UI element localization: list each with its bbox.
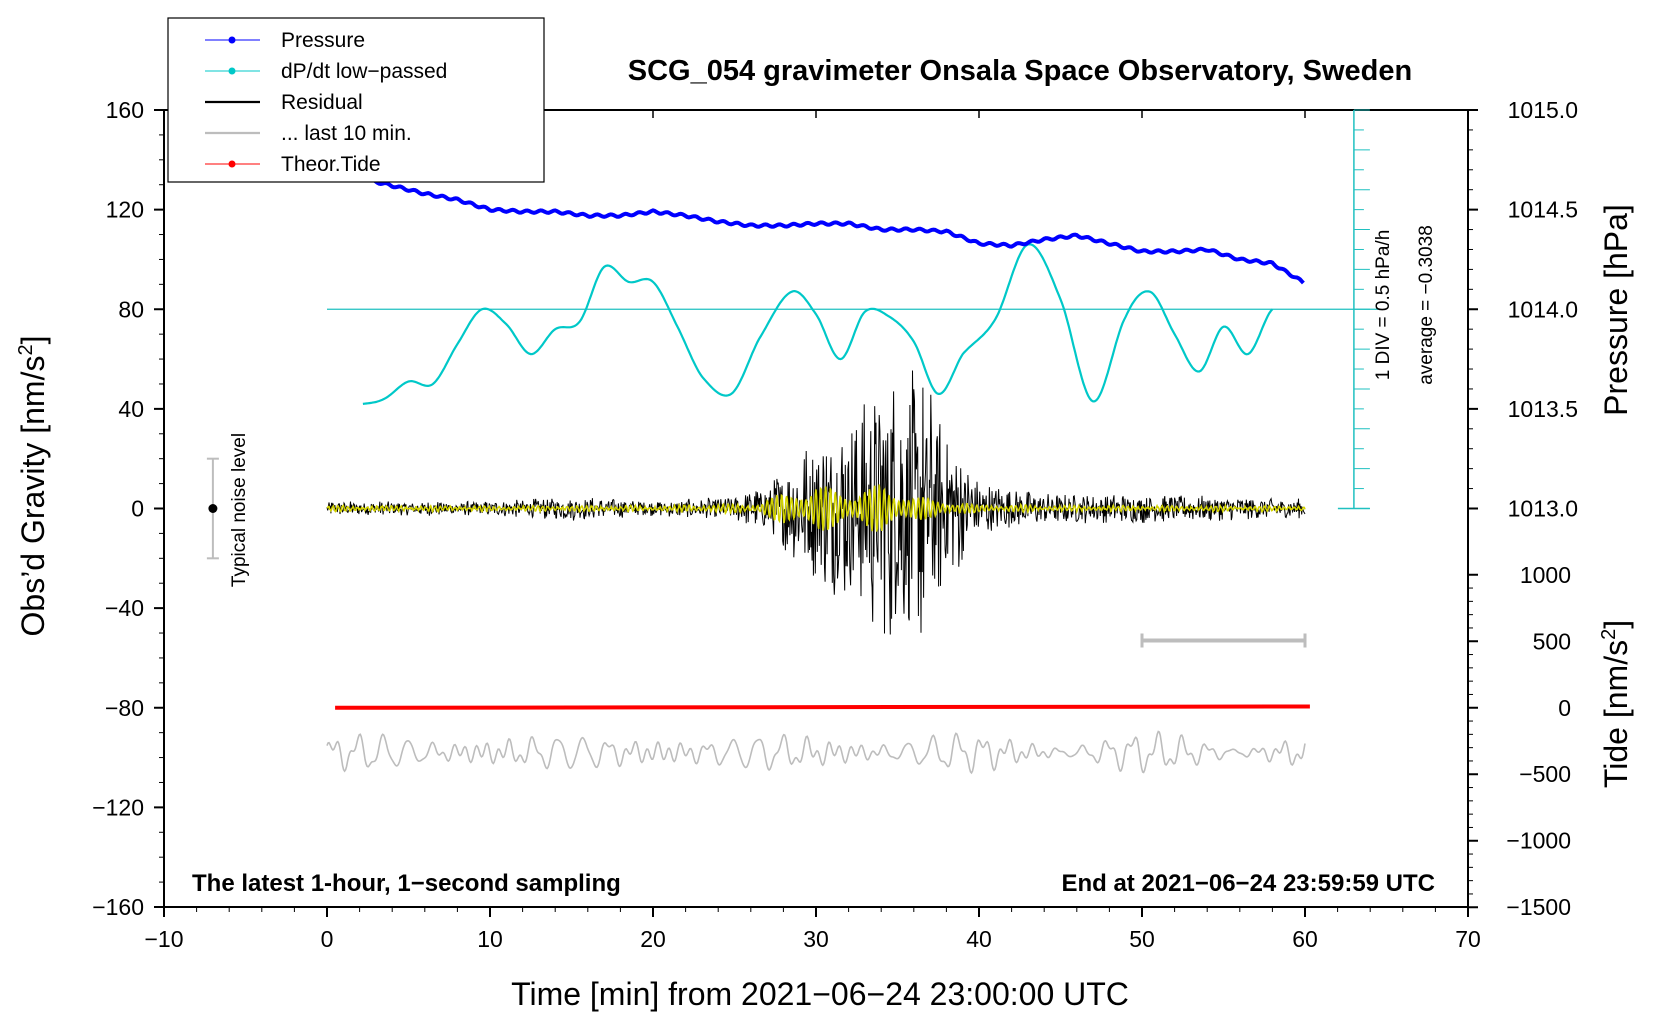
legend-marker [228,160,236,168]
chart-title: SCG_054 gravimeter Onsala Space Observat… [628,55,1412,87]
x-tick-label: −10 [144,926,183,952]
y-tick-label: 120 [106,197,144,223]
tide-tick-label: −1500 [1506,894,1571,920]
tide-tick-label: 1000 [1520,562,1571,588]
noise-level-dot [208,504,218,513]
note-end-time: End at 2021−06−24 23:59:59 UTC [1061,870,1435,897]
x-tick-label: 10 [477,926,503,952]
legend: Pressure dP/dt low−passed Residual ... last… [167,17,545,183]
series-dpdt [362,243,1274,405]
tide-tick-label: 0 [1558,695,1571,721]
x-tick-label: 20 [640,926,666,952]
legend-label: Pressure [281,29,365,52]
x-tick-label: 50 [1129,926,1155,952]
x-tick-label: 60 [1292,926,1318,952]
legend-marker [228,67,236,75]
pressure-tick-label: 1014.5 [1508,197,1578,223]
x-axis-label: Time [min] from 2021−06−24 23:00:00 UTC [511,976,1129,1012]
pressure-tick-label: 1013.0 [1508,496,1578,522]
x-tick-label: 40 [966,926,992,952]
series-last-10-min [326,730,1306,775]
pressure-tick-label: 1015.0 [1508,97,1578,123]
y-tick-label: −40 [105,595,144,621]
legend-box [167,17,545,183]
y-tick-label: −160 [92,894,144,920]
x-tick-label: 0 [321,926,334,952]
legend-label: ... last 10 min. [281,122,412,145]
series-filtered [326,484,1306,532]
x-tick-label: 70 [1455,926,1481,952]
y-tick-label: −80 [105,695,144,721]
note-sampling: The latest 1-hour, 1−second sampling [192,870,621,897]
tide-tick-label: 500 [1533,628,1571,654]
y-axis-label-tide: Tide [nm/s2] [1598,620,1634,788]
x-tick-label: 30 [803,926,829,952]
tide-tick-label: −500 [1519,761,1571,787]
y-tick-label: 80 [118,296,144,322]
axes-layer: −10 0 10 20 30 40 50 60 70 −160 −120 −80 −40 0 40 80 120… [92,97,1578,952]
legend-label: Residual [281,91,363,114]
series-theor-tide [335,704,1310,710]
data-layer [206,109,1379,775]
y-tick-label: 0 [131,496,144,522]
series-pressure [326,167,1305,285]
y-axis-label-gravity: Obs’d Gravity [nm/s2] [15,336,51,637]
y-tick-label: −120 [92,794,144,820]
dpdt-scale-label: 1 DIV = 0.5 hPa/h [1373,230,1394,381]
legend-marker [228,36,236,44]
y-axis-label-pressure: Pressure [hPa] [1598,204,1634,416]
legend-label: Theor.Tide [281,153,381,176]
dpdt-average-label: average = −0.3038 [1416,225,1437,385]
legend-label: dP/dt low−passed [281,60,447,83]
y-tick-label: 160 [106,97,144,123]
noise-level-label: Typical noise level [229,433,250,587]
series-residual [326,370,1306,635]
tide-tick-label: −1000 [1506,828,1571,854]
text-layer: SCG_054 gravimeter Onsala Space Observat… [15,55,1634,1012]
pressure-tick-label: 1013.5 [1508,396,1578,422]
y-tick-label: 40 [118,396,144,422]
pressure-tick-label: 1014.0 [1508,296,1578,322]
